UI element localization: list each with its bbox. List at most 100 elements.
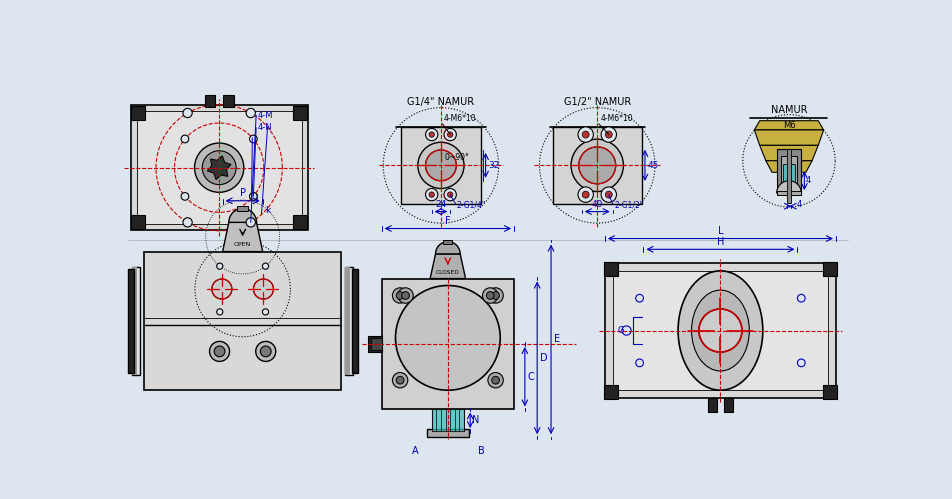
Text: 45: 45	[647, 161, 659, 170]
Bar	[237, 206, 248, 211]
Circle shape	[247, 108, 255, 118]
Bar	[552, 127, 642, 204]
Circle shape	[492, 376, 500, 384]
Circle shape	[579, 147, 616, 184]
Circle shape	[214, 346, 225, 357]
Circle shape	[260, 346, 271, 357]
Text: B: B	[478, 446, 485, 456]
Circle shape	[636, 359, 644, 367]
Text: CLOSED: CLOSED	[436, 270, 460, 275]
Circle shape	[181, 193, 188, 200]
Text: L: L	[718, 226, 724, 236]
Circle shape	[202, 151, 236, 185]
Circle shape	[429, 132, 434, 137]
Text: 32: 32	[487, 161, 499, 170]
Circle shape	[194, 143, 244, 192]
Bar	[367, 336, 382, 352]
Text: 2-G1/4": 2-G1/4"	[456, 201, 486, 210]
Polygon shape	[760, 145, 818, 161]
Circle shape	[578, 187, 593, 202]
Wedge shape	[435, 242, 460, 254]
Circle shape	[253, 279, 273, 299]
Text: J: J	[255, 194, 258, 203]
Text: A: A	[411, 446, 418, 456]
Circle shape	[636, 294, 644, 302]
Text: 40: 40	[591, 200, 603, 209]
Circle shape	[249, 193, 257, 200]
Bar	[708, 398, 718, 412]
Bar	[401, 127, 481, 204]
Circle shape	[601, 187, 617, 202]
Bar	[371, 338, 382, 350]
Text: 4-M: 4-M	[258, 111, 273, 120]
Text: G1/4" NAMUR: G1/4" NAMUR	[407, 97, 474, 107]
Circle shape	[583, 191, 589, 198]
Circle shape	[249, 135, 257, 143]
Circle shape	[398, 288, 413, 303]
Circle shape	[486, 291, 494, 299]
Bar	[205, 94, 215, 107]
Text: OPEN: OPEN	[234, 242, 251, 247]
Circle shape	[605, 131, 612, 138]
Ellipse shape	[678, 271, 763, 390]
Text: 4-M6*10: 4-M6*10	[444, 114, 477, 123]
Circle shape	[217, 263, 223, 269]
Circle shape	[418, 142, 464, 189]
Circle shape	[396, 291, 404, 299]
Text: NAMUR: NAMUR	[771, 105, 807, 115]
Circle shape	[601, 127, 617, 142]
Circle shape	[217, 309, 223, 315]
Circle shape	[444, 128, 456, 141]
Circle shape	[605, 191, 612, 198]
Bar	[823, 262, 837, 276]
Text: k: k	[266, 206, 270, 215]
Circle shape	[444, 189, 456, 201]
Circle shape	[396, 376, 404, 384]
Circle shape	[571, 139, 624, 192]
Bar	[293, 216, 307, 229]
Circle shape	[798, 359, 805, 367]
Wedge shape	[228, 209, 256, 223]
Text: P: P	[240, 189, 246, 199]
Bar	[346, 267, 353, 375]
Text: 0~90°: 0~90°	[445, 153, 469, 162]
Circle shape	[429, 192, 434, 197]
Text: N: N	[472, 415, 480, 425]
Bar	[145, 251, 341, 390]
Bar	[130, 105, 307, 230]
Bar	[777, 149, 802, 193]
Polygon shape	[208, 156, 231, 180]
Polygon shape	[430, 254, 466, 278]
Circle shape	[492, 291, 500, 299]
Circle shape	[392, 288, 407, 303]
Polygon shape	[765, 161, 812, 172]
Bar	[777, 191, 802, 195]
Bar	[131, 106, 146, 120]
Circle shape	[483, 288, 498, 303]
Text: M6: M6	[783, 121, 795, 130]
Circle shape	[426, 150, 456, 181]
Text: 2-G1/2": 2-G1/2"	[614, 201, 644, 210]
Circle shape	[392, 372, 407, 388]
Bar	[346, 267, 350, 375]
Circle shape	[426, 189, 438, 201]
Bar	[782, 156, 797, 193]
Bar	[131, 216, 146, 229]
Bar	[613, 271, 828, 390]
Polygon shape	[754, 130, 823, 145]
Circle shape	[487, 372, 504, 388]
Bar	[724, 398, 733, 412]
Text: C: C	[528, 372, 535, 382]
Circle shape	[212, 279, 232, 299]
Bar	[783, 164, 795, 193]
Circle shape	[263, 263, 268, 269]
Text: D: D	[541, 353, 548, 363]
Circle shape	[256, 341, 276, 361]
Wedge shape	[777, 181, 802, 193]
Text: 4-M6*10: 4-M6*10	[601, 114, 633, 123]
Bar	[605, 262, 618, 276]
Bar	[605, 263, 836, 398]
Bar	[132, 267, 140, 375]
Circle shape	[447, 132, 453, 137]
Bar	[128, 268, 133, 373]
